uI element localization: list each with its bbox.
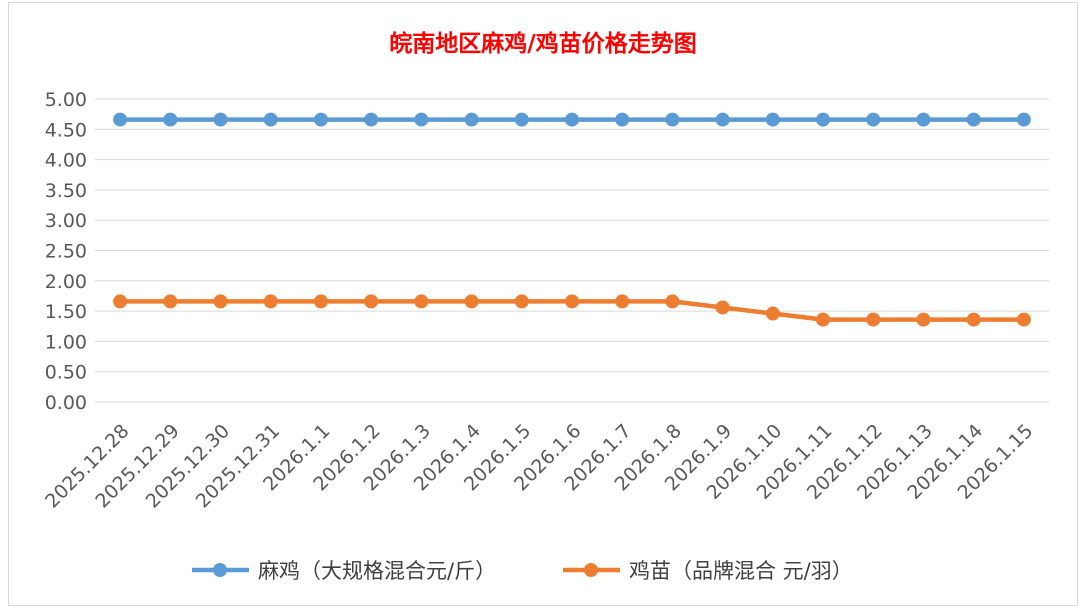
chart-title: 皖南地区麻鸡/鸡苗价格走势图 xyxy=(389,30,696,57)
series-1-point xyxy=(966,112,981,127)
series-1-point xyxy=(916,112,931,127)
legend-swatch-marker-2 xyxy=(584,563,598,577)
legend: 麻鸡（大规格混合元/斤） 鸡苗（品牌混合 元/羽） xyxy=(192,559,853,583)
y-tick-label: 0.00 xyxy=(45,392,87,414)
series-1-point xyxy=(816,112,831,127)
series-1-point xyxy=(665,112,680,127)
gridlines xyxy=(95,98,1049,403)
series-2-point xyxy=(966,312,981,327)
series-1-point xyxy=(364,112,379,127)
y-tick-label: 4.00 xyxy=(45,150,87,172)
series-2-point xyxy=(213,294,228,309)
y-tick-label: 4.50 xyxy=(45,119,87,141)
series-1-point xyxy=(514,112,529,127)
series-2-point xyxy=(514,294,529,309)
y-tick-label: 5.00 xyxy=(45,89,87,111)
legend-item-series-1: 麻鸡（大规格混合元/斤） xyxy=(192,559,496,583)
legend-swatch-marker-1 xyxy=(213,563,227,577)
series-2-point xyxy=(263,294,278,309)
series-1-point xyxy=(113,112,128,127)
y-tick-label: 3.50 xyxy=(45,180,87,202)
series-2-point xyxy=(816,312,831,327)
series-2-point xyxy=(1016,312,1031,327)
series-1-point xyxy=(414,112,429,127)
legend-item-series-2: 鸡苗（品牌混合 元/羽） xyxy=(563,559,853,583)
series-2-point xyxy=(163,294,178,309)
series-2-point xyxy=(665,294,680,309)
series-2-point xyxy=(113,294,128,309)
series-1-point xyxy=(715,112,730,127)
series-lines xyxy=(113,112,1031,327)
series-1-point xyxy=(1016,112,1031,127)
series-2-point xyxy=(916,312,931,327)
series-2-point xyxy=(715,300,730,315)
series-1-point xyxy=(866,112,881,127)
series-2-point xyxy=(364,294,379,309)
series-1-point xyxy=(615,112,630,127)
series-2-point xyxy=(313,294,328,309)
series-2-point xyxy=(464,294,479,309)
legend-label-1: 麻鸡（大规格混合元/斤） xyxy=(258,559,496,583)
y-axis-tick-labels: 0.00 0.50 1.00 1.50 2.00 2.50 3.00 3.50 4.00 4.50… xyxy=(45,89,87,414)
chart-frame: 皖南地区麻鸡/鸡苗价格走势图 0.00 0.50 1.00 1.50 2.00 2.50 3… xyxy=(8,2,1078,606)
series-1-point xyxy=(163,112,178,127)
y-tick-label: 1.00 xyxy=(45,331,87,353)
y-tick-label: 1.50 xyxy=(45,301,87,323)
y-tick-label: 0.50 xyxy=(45,362,87,384)
x-axis-tick-labels: 2025.12.282025.12.292025.12.302025.12.31… xyxy=(41,420,1037,512)
series-1-point xyxy=(213,112,228,127)
series-2-point xyxy=(565,294,579,309)
series-2-point xyxy=(765,306,780,321)
legend-label-2: 鸡苗（品牌混合 元/羽） xyxy=(629,559,853,583)
series-1-point xyxy=(464,112,479,127)
series-1-point xyxy=(313,112,328,127)
series-1-point xyxy=(765,112,780,127)
y-tick-label: 3.00 xyxy=(45,210,87,232)
series-1-point xyxy=(565,112,579,127)
series-2-point xyxy=(615,294,630,309)
y-tick-label: 2.50 xyxy=(45,241,87,263)
line-chart: 皖南地区麻鸡/鸡苗价格走势图 0.00 0.50 1.00 1.50 2.00 2.50 3… xyxy=(41,30,1049,583)
series-2-point xyxy=(866,312,881,327)
series-2-point xyxy=(414,294,429,309)
series-1-point xyxy=(263,112,278,127)
y-tick-label: 2.00 xyxy=(45,271,87,293)
